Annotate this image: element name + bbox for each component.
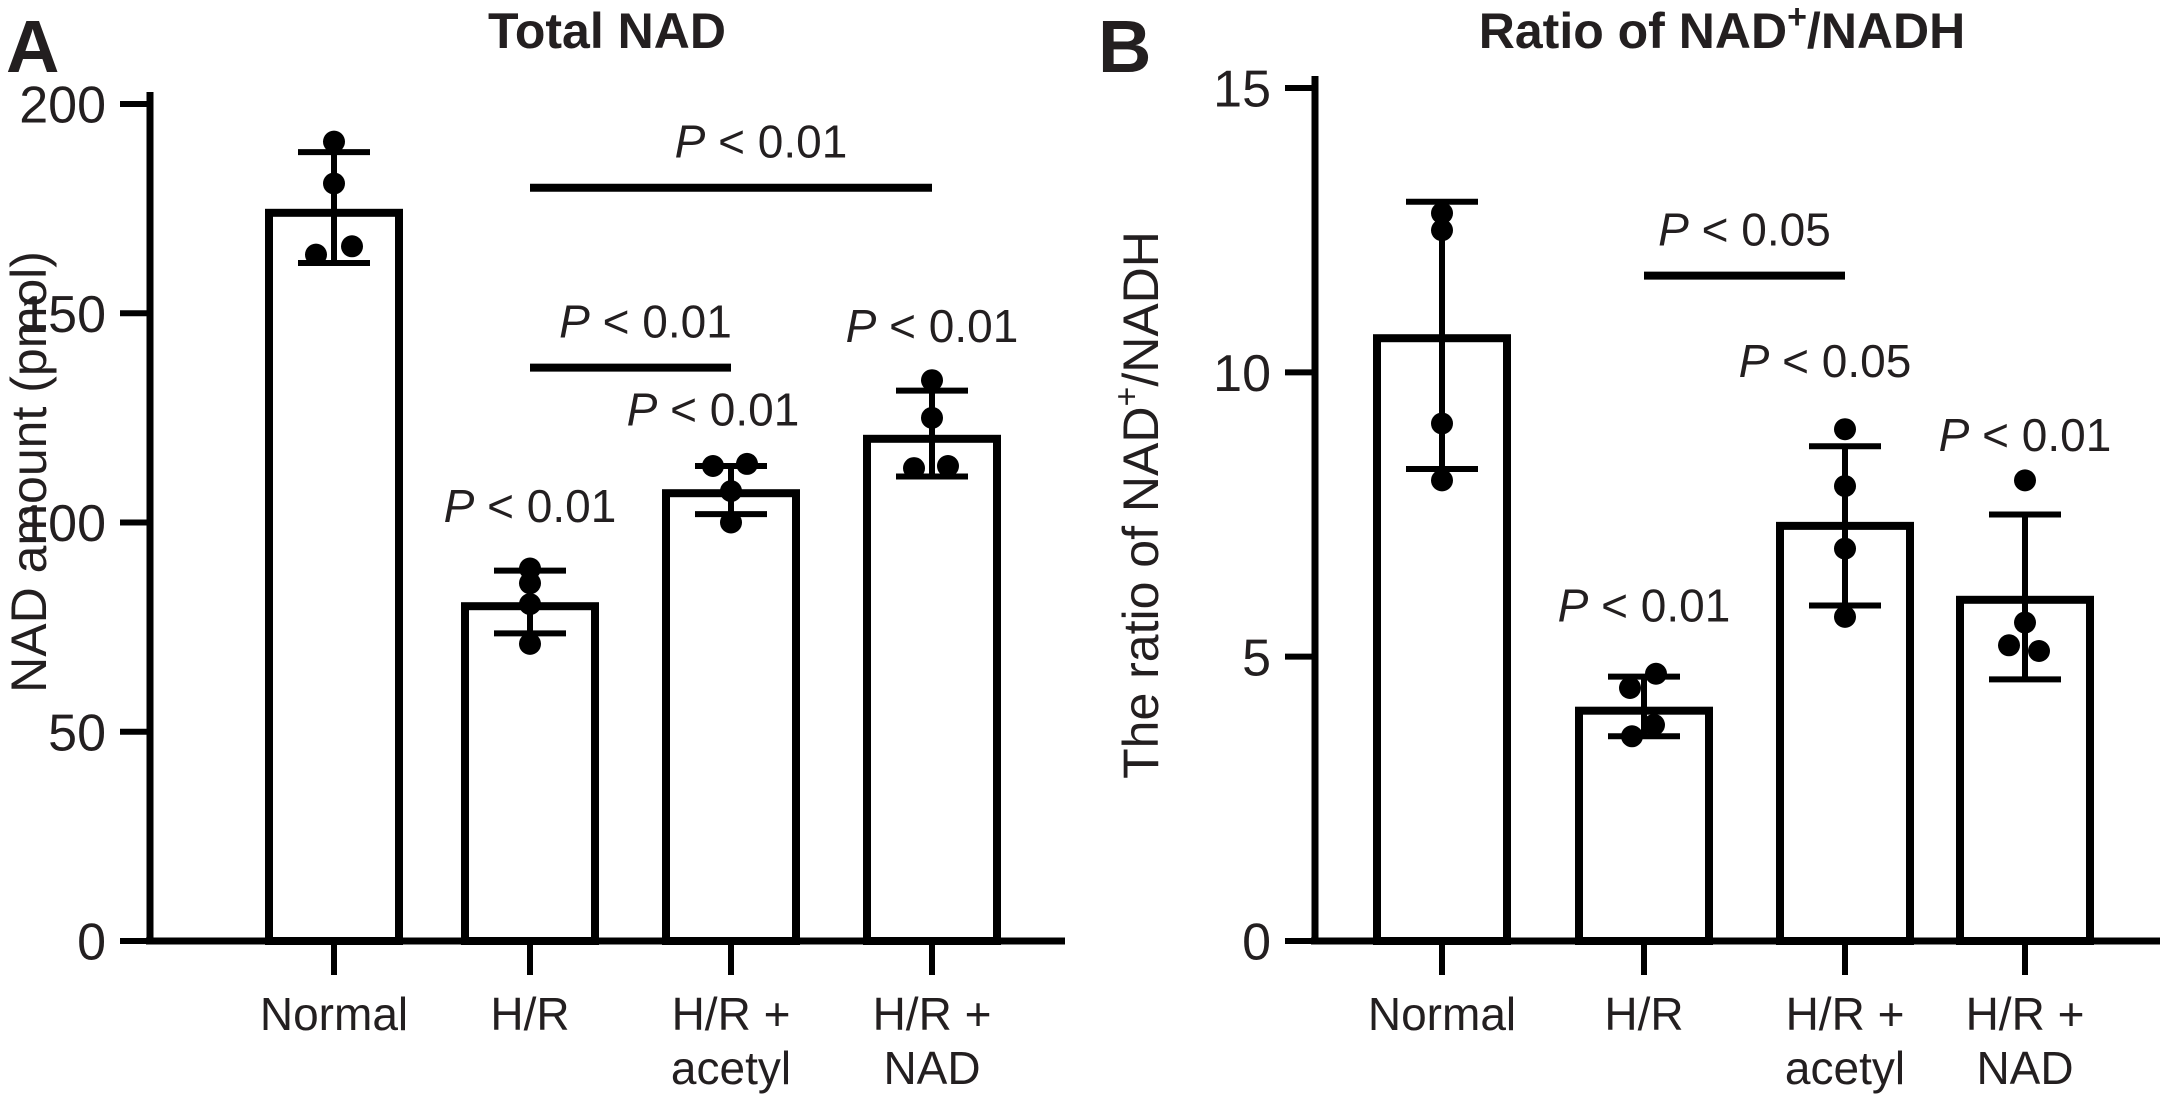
panel-letter: A: [6, 5, 59, 88]
data-point: [1621, 725, 1643, 748]
data-point: [2014, 611, 2036, 634]
data-point: [1834, 537, 1856, 560]
category-label-h-r-: H/R +: [1786, 988, 1905, 1040]
y-tick-label: 0: [1242, 914, 1271, 972]
data-point: [323, 172, 345, 195]
data-point: [305, 243, 327, 266]
data-point: [1431, 202, 1453, 225]
y-tick-label: 150: [19, 286, 106, 344]
significance-label: P < 0.01: [444, 480, 617, 532]
y-tick-label: 10: [1213, 345, 1271, 403]
data-point: [736, 452, 758, 475]
data-point: [903, 457, 925, 480]
panel-title: Total NAD: [488, 3, 726, 59]
category-label-h-r-: H/R +: [873, 988, 992, 1040]
y-axis-label: NAD amount (pmol): [1, 251, 57, 693]
y-tick-label: 0: [77, 914, 106, 972]
significance-label: P < 0.01: [1558, 579, 1731, 631]
significance-label: P < 0.05: [1739, 335, 1912, 387]
data-point: [2014, 469, 2036, 492]
bar-h-r: [1575, 706, 1713, 945]
category-label-normal: Normal: [260, 988, 408, 1040]
significance-label: P < 0.01: [1939, 409, 2112, 461]
significance-label: P < 0.01: [846, 300, 1019, 352]
data-point: [1834, 475, 1856, 498]
data-point: [1431, 219, 1453, 242]
data-point: [921, 369, 943, 392]
significance-label: P < 0.01: [627, 384, 800, 436]
y-tick-label: 15: [1213, 61, 1271, 119]
data-point: [1645, 662, 1667, 685]
data-point: [1834, 418, 1856, 441]
data-point: [720, 480, 742, 503]
data-point: [323, 130, 345, 153]
data-point: [1619, 676, 1641, 699]
y-axis-label: The ratio of NAD+/NADH: [1108, 231, 1169, 779]
bar-normal: [265, 208, 403, 945]
bar-h-r-nad: [863, 434, 1001, 945]
category-label-h-r: H/R: [490, 988, 569, 1040]
panel-letter: B: [1098, 5, 1151, 88]
data-point: [2028, 639, 2050, 662]
significance-label: P < 0.05: [1658, 204, 1831, 256]
category-label-h-r: H/R: [1604, 988, 1683, 1040]
category-label-acetyl: acetyl: [1785, 1042, 1905, 1094]
significance-label: P < 0.01: [559, 296, 732, 348]
data-point: [1643, 713, 1665, 736]
panel-b: B Ratio of NAD+/NADH The ratio of NAD+/NAD…: [1098, 0, 2160, 1094]
data-point: [937, 455, 959, 478]
panel-a: A Total NAD NAD amount (pmol) 0 50 100 150 200 N…: [1, 3, 1065, 1094]
category-label-h-r-: H/R +: [672, 988, 791, 1040]
bar-h-r-acetyl: [662, 489, 800, 945]
category-label-acetyl: acetyl: [671, 1042, 791, 1094]
data-point: [1431, 412, 1453, 435]
category-label-nad: NAD: [1976, 1042, 2073, 1094]
data-point: [720, 511, 742, 534]
panel-title: Ratio of NAD+/NADH: [1479, 0, 1966, 59]
significance-label: P < 0.01: [675, 116, 848, 168]
y-tick-label: 50: [48, 704, 106, 762]
bar-h-r: [461, 602, 599, 945]
category-label-normal: Normal: [1368, 988, 1516, 1040]
category-label-h-r-: H/R +: [1966, 988, 2085, 1040]
data-point: [702, 455, 724, 478]
data-point: [1834, 605, 1856, 628]
data-point: [519, 593, 541, 616]
y-tick-label: 200: [19, 77, 106, 135]
category-label-nad: NAD: [883, 1042, 980, 1094]
data-point: [1431, 469, 1453, 492]
data-point: [1998, 634, 2020, 657]
y-tick-label: 5: [1242, 629, 1271, 687]
data-point: [921, 406, 943, 429]
data-point: [341, 235, 363, 258]
data-point: [519, 572, 541, 595]
data-point: [519, 632, 541, 655]
y-tick-label: 100: [19, 495, 106, 553]
